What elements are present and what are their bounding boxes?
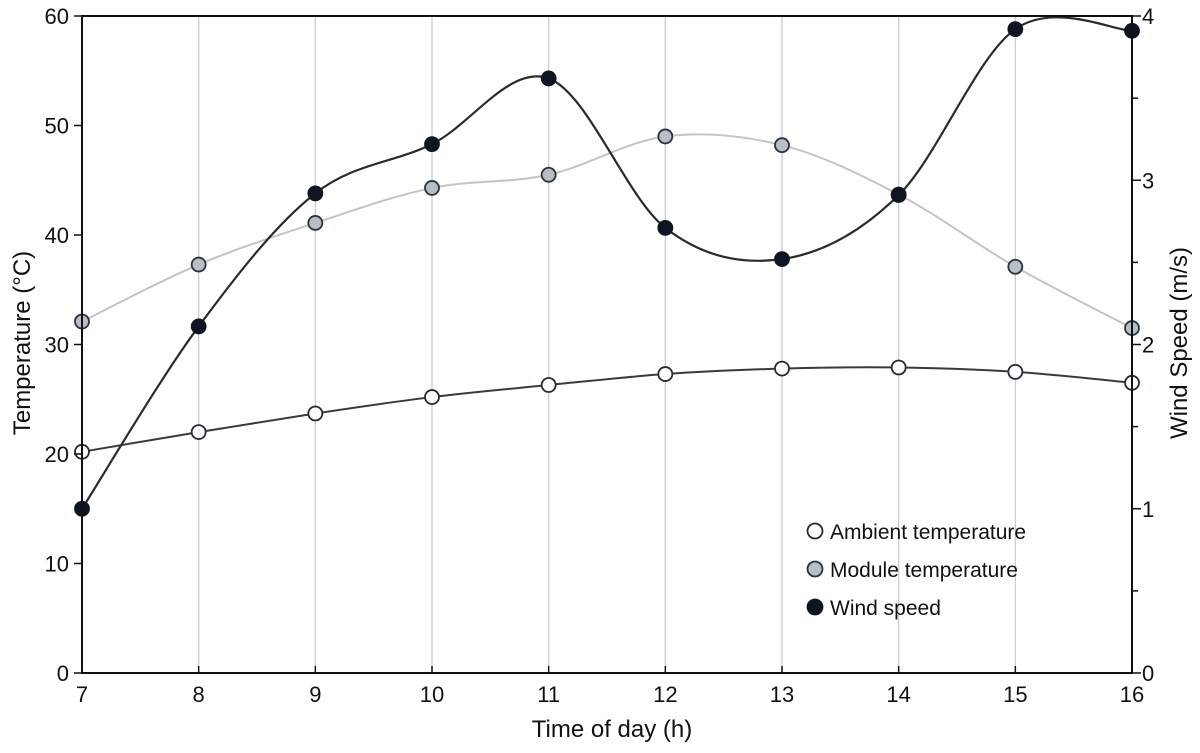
x-tick-label: 13 <box>770 682 794 707</box>
x-tick-label: 10 <box>420 682 444 707</box>
data-point <box>774 360 790 377</box>
data-point <box>540 166 557 183</box>
x-tick-label: 8 <box>193 682 205 707</box>
y2-tick-label: 2 <box>1142 333 1154 358</box>
legend-label: Ambient temperature <box>830 521 1026 544</box>
legend-marker <box>806 598 824 616</box>
legend: Ambient temperature Module temperature Win… <box>806 521 1026 620</box>
data-point <box>540 70 557 87</box>
data-point <box>774 137 790 154</box>
y-axis-title: Temperature (°C) <box>9 251 36 435</box>
x-tick-label: 9 <box>309 682 321 707</box>
axes <box>74 15 1141 674</box>
data-point <box>424 389 440 405</box>
series-line <box>81 366 1133 453</box>
data-point <box>1007 21 1024 38</box>
y-tick-label: 0 <box>57 661 69 686</box>
legend-label: Module temperature <box>830 559 1018 582</box>
grid-lines <box>198 16 1016 673</box>
data-point <box>1007 363 1024 380</box>
data-point <box>774 251 790 267</box>
y-tick-label: 30 <box>45 333 69 358</box>
y-tick-label: 20 <box>45 442 69 467</box>
y2-tick-label: 4 <box>1142 4 1154 29</box>
x-tick-label: 15 <box>1003 682 1027 707</box>
y-tick-label: 10 <box>45 552 69 577</box>
y2-tick-label: 1 <box>1142 497 1154 522</box>
x-tick-label: 12 <box>653 682 677 707</box>
series-markers <box>74 21 1140 517</box>
data-point <box>190 424 207 441</box>
series-lines <box>81 16 1133 510</box>
data-point <box>307 405 324 422</box>
data-point <box>890 187 907 203</box>
data-point <box>657 366 674 382</box>
data-point <box>190 318 207 335</box>
series-line <box>81 133 1133 329</box>
y2-tick-label: 3 <box>1142 168 1154 193</box>
x-tick-label: 11 <box>537 682 560 707</box>
x-tick-label: 16 <box>1120 682 1144 707</box>
y2-axis-title: Wind Speed (m/s) <box>1166 247 1193 439</box>
data-point <box>890 359 907 376</box>
data-point <box>657 128 674 145</box>
legend-marker <box>806 522 824 540</box>
data-point <box>190 256 207 273</box>
data-point <box>657 219 674 236</box>
data-point <box>307 185 324 202</box>
x-tick-label: 14 <box>886 682 910 707</box>
x-axis-title: Time of day (h) <box>532 716 693 743</box>
y-tick-label: 60 <box>45 4 69 29</box>
data-point <box>424 136 440 153</box>
x-tick-label: 7 <box>76 682 88 707</box>
y-tick-label: 50 <box>45 114 69 139</box>
y2-tick-label: 0 <box>1142 661 1154 686</box>
data-point <box>1007 258 1024 275</box>
legend-label: Wind speed <box>830 597 941 620</box>
series-line <box>81 16 1133 510</box>
y-tick-label: 40 <box>45 223 69 248</box>
data-point <box>307 215 324 231</box>
data-point <box>540 377 557 393</box>
legend-marker <box>806 560 824 578</box>
data-point <box>424 180 440 196</box>
